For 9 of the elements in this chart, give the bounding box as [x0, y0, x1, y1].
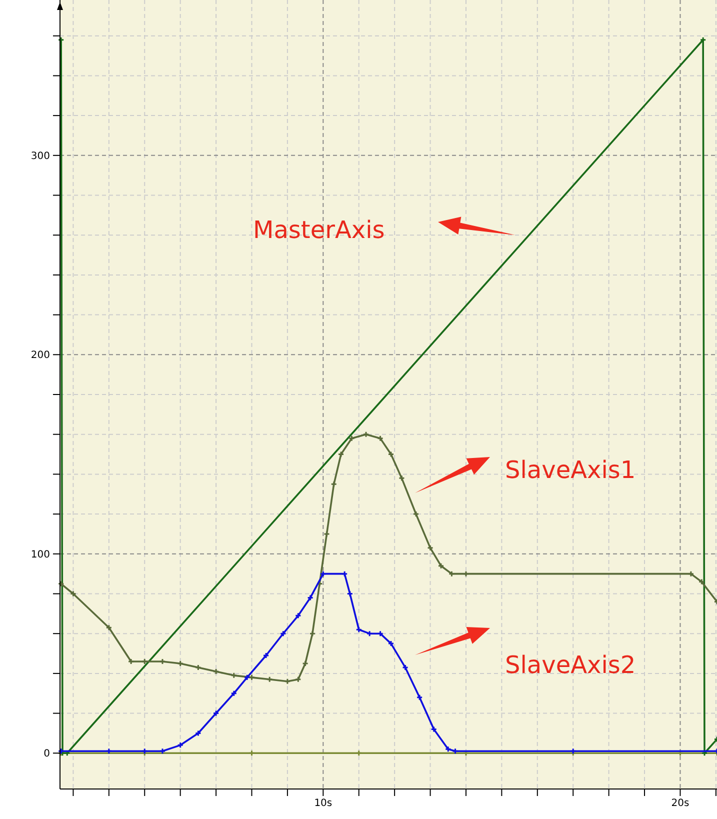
y-tick-label: 0	[44, 748, 50, 760]
y-tick-label: 200	[30, 350, 50, 362]
y-tick-label: 300	[30, 150, 50, 162]
y-tick-label: 100	[30, 549, 50, 560]
annotation: SlaveAxis2	[505, 651, 636, 679]
x-tick-label: 10s	[314, 798, 332, 809]
annotation: SlaveAxis1	[505, 456, 636, 484]
x-tick-label: 20s	[671, 798, 690, 809]
annotation: MasterAxis	[253, 216, 385, 244]
